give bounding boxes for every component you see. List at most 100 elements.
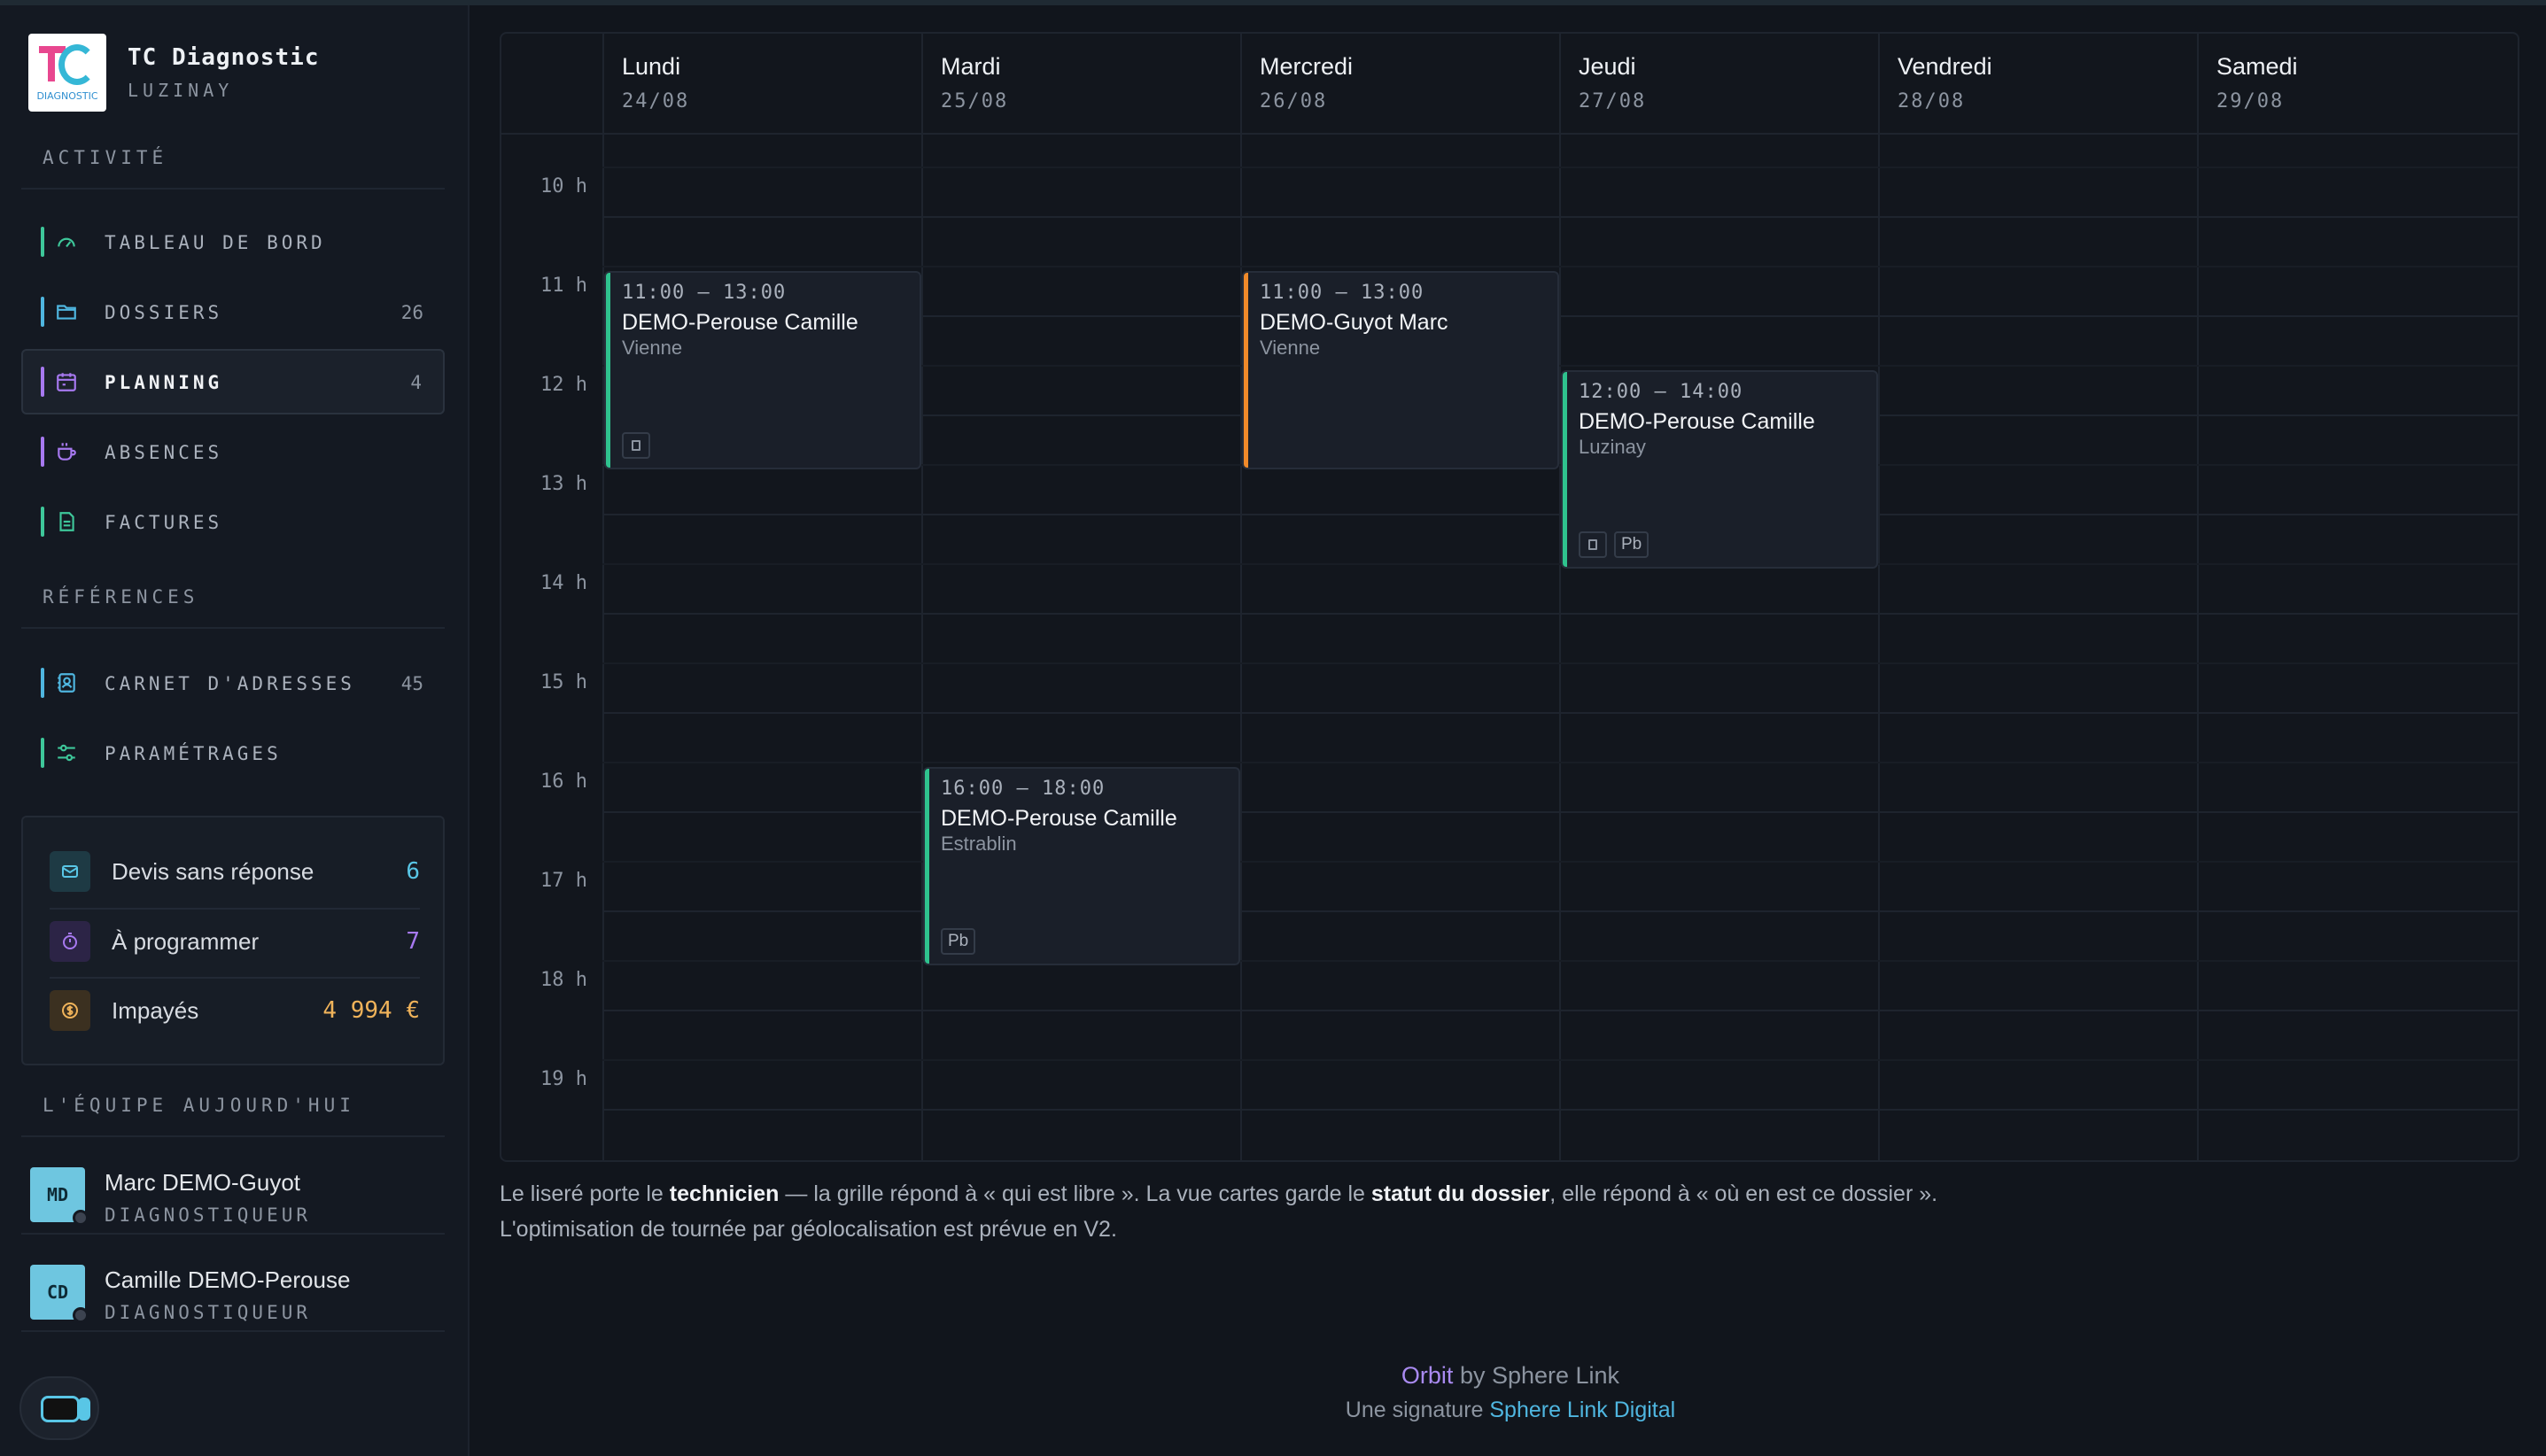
stat-impayes[interactable]: Impayés 4 994 € [50,976,420,1045]
team-member-marc[interactable]: MD Marc DEMO-Guyot DIAGNOSTIQUEUR [30,1157,446,1228]
hour-label: 18 h [540,969,587,991]
event-title: DEMO-Perouse Camille [622,310,858,335]
stat-label: Devis sans réponse [112,857,314,885]
week-calendar: Lundi 24/08 Mardi 25/08 Mercredi 26/08 J… [500,32,2519,1162]
day-header-samedi[interactable]: Samedi 29/08 [2199,34,2518,133]
sidebar: DIAGNOSTIC TC Diagnostic LUZINAY ACTIVIT… [0,5,470,1456]
nav-item-carnet-adresses[interactable]: CARNET D'ADRESSES 45 [21,650,445,716]
day-date: 29/08 [2216,90,2285,112]
document-tag-icon [1579,531,1607,558]
nav-item-parametrages[interactable]: PARAMÉTRAGES [21,720,445,786]
divider [21,188,445,190]
day-header-vendredi[interactable]: Vendredi 28/08 [1880,34,2197,133]
nav-label: CARNET D'ADRESSES [105,673,355,694]
calendar-icon [57,373,76,391]
stat-value: 7 [406,928,420,955]
footer-by: by Sphere Link [1453,1362,1620,1389]
top-border [0,0,2546,5]
event-card[interactable]: 11:00 – 13:00 DEMO-Guyot Marc Vienne [1242,271,1559,469]
day-header-lundi[interactable]: Lundi 24/08 [604,34,921,133]
member-name: Marc DEMO-Guyot [105,1169,301,1196]
stats-panel: Devis sans réponse 6 À programmer 7 Impa… [21,816,445,1065]
event-title: DEMO-Perouse Camille [941,806,1177,831]
tag-pb: Pb [941,928,976,955]
section-title-references: RÉFÉRENCES [43,586,199,608]
day-name: Samedi [2216,53,2298,80]
divider [21,1135,445,1137]
divider [21,1330,445,1332]
day-date: 28/08 [1898,90,1966,112]
day-name: Mercredi [1260,53,1354,80]
event-place: Vienne [622,337,683,359]
event-title: DEMO-Perouse Camille [1579,409,1815,434]
member-name: Camille DEMO-Perouse [105,1266,351,1293]
note-text: , elle répond à « où en est ce dossier »… [1549,1181,1938,1206]
status-dot [73,1210,89,1226]
stat-label: Impayés [112,996,199,1024]
nav-item-tableau-de-bord[interactable]: TABLEAU DE BORD [21,209,445,275]
day-header-jeudi[interactable]: Jeudi 27/08 [1561,34,1878,133]
nav-item-planning[interactable]: PLANNING 4 [21,349,445,414]
brand[interactable]: DIAGNOSTIC TC Diagnostic LUZINAY [28,34,320,112]
brand-name: TC Diagnostic [128,44,320,71]
team-member-camille[interactable]: CD Camille DEMO-Perouse DIAGNOSTIQUEUR [30,1254,446,1325]
status-dot [73,1307,89,1323]
stat-label: À programmer [112,927,260,955]
stat-devis-sans-reponse[interactable]: Devis sans réponse 6 [50,837,420,906]
member-role: DIAGNOSTIQUEUR [105,1302,312,1323]
gauge-icon [58,237,75,248]
sliders-icon [58,744,75,762]
brand-location: LUZINAY [128,80,234,101]
day-date: 27/08 [1579,90,1647,112]
event-place: Vienne [1260,337,1321,359]
day-header-mardi[interactable]: Mardi 25/08 [923,34,1240,133]
event-card[interactable]: 11:00 – 13:00 DEMO-Perouse Camille Vienn… [604,271,921,469]
footer-signature: Une signature Sphere Link Digital [0,1398,2546,1423]
avatar: CD [30,1265,85,1320]
hour-label: 16 h [540,771,587,793]
event-time: 16:00 – 18:00 [941,778,1106,800]
event-card[interactable]: 16:00 – 18:00 DEMO-Perouse Camille Estra… [923,767,1240,965]
event-title: DEMO-Guyot Marc [1260,310,1448,335]
event-card[interactable]: 12:00 – 14:00 DEMO-Perouse Camille Luzin… [1561,370,1878,569]
event-place: Luzinay [1579,436,1646,458]
toggle-knob [78,1398,90,1421]
orbit-link[interactable]: Orbit [1401,1362,1454,1389]
theme-toggle[interactable] [19,1376,99,1440]
tag-pb: Pb [1614,531,1649,558]
nav-count: 4 [410,372,422,393]
nav-label: TABLEAU DE BORD [105,232,326,253]
day-name: Jeudi [1579,53,1636,80]
day-name: Vendredi [1898,53,1992,80]
nav-item-dossiers[interactable]: DOSSIERS 26 [21,279,445,345]
stat-a-programmer[interactable]: À programmer 7 [50,907,420,976]
nav-item-factures[interactable]: FACTURES [21,489,445,554]
event-time: 12:00 – 14:00 [1579,381,1743,403]
footer-signature-text: Une signature [1345,1398,1490,1422]
day-header-mercredi[interactable]: Mercredi 26/08 [1242,34,1559,133]
nav-item-absences[interactable]: ABSENCES [21,419,445,484]
nav-label: PLANNING [105,372,223,393]
toggle-track [41,1396,80,1422]
sphere-link-digital-link[interactable]: Sphere Link Digital [1489,1398,1676,1422]
divider [21,1233,445,1235]
note-text: Le liseré porte le [500,1181,670,1206]
hour-label: 12 h [540,374,587,396]
nav-count: 26 [400,302,423,323]
timer-icon [50,921,90,962]
stat-value: 4 994 € [322,997,420,1024]
document-icon [59,512,74,531]
hour-label: 13 h [540,473,587,495]
coin-icon [50,990,90,1031]
nav-label: DOSSIERS [105,302,223,323]
nav-count: 45 [400,673,423,694]
hour-label: 15 h [540,671,587,693]
member-role: DIAGNOSTIQUEUR [105,1204,312,1226]
divider [21,627,445,629]
note-bold: technicien [669,1181,780,1206]
day-date: 24/08 [622,90,690,112]
nav-label: FACTURES [105,512,223,533]
event-time: 11:00 – 13:00 [622,282,787,304]
hour-label: 10 h [540,175,587,197]
